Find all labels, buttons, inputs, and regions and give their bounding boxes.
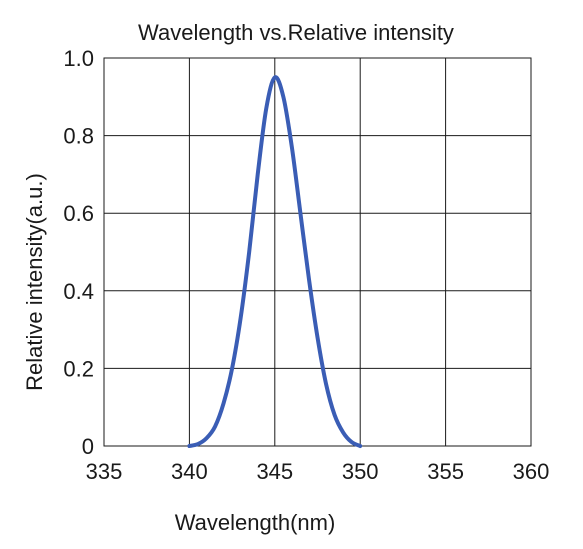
x-tick-label: 360 bbox=[513, 459, 550, 484]
series-line bbox=[187, 75, 363, 448]
y-tick-label: 0.2 bbox=[63, 356, 94, 381]
series-layer bbox=[187, 75, 363, 448]
chart-title: Wavelength vs.Relative intensity bbox=[138, 20, 454, 45]
x-tick-label: 350 bbox=[342, 459, 379, 484]
tick-layer: 335 340 345 350 355 360 0 0.2 0.4 0.6 0.8 1.0 bbox=[63, 46, 549, 484]
y-tick-label: 0 bbox=[82, 434, 94, 459]
x-tick-label: 345 bbox=[256, 459, 293, 484]
y-tick-label: 0.6 bbox=[63, 201, 94, 226]
y-axis-label: Relative intensity(a.u.) bbox=[22, 173, 47, 391]
y-tick-label: 0.4 bbox=[63, 279, 94, 304]
x-axis-label: Wavelength(nm) bbox=[175, 510, 336, 535]
x-tick-label: 335 bbox=[86, 459, 123, 484]
x-tick-label: 355 bbox=[427, 459, 464, 484]
plot-frame bbox=[103, 57, 532, 447]
grid-layer bbox=[104, 58, 531, 446]
x-tick-label: 340 bbox=[171, 459, 208, 484]
y-tick-label: 0.8 bbox=[63, 124, 94, 149]
y-tick-label: 1.0 bbox=[63, 46, 94, 71]
